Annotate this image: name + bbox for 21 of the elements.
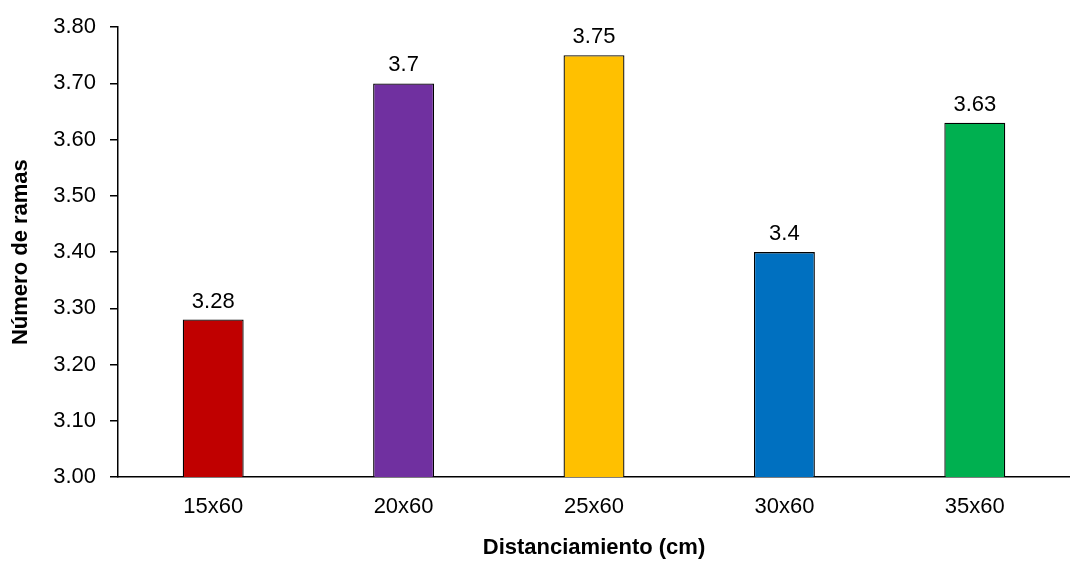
x-tick-label: 25x60 xyxy=(564,493,624,519)
data-label: 3.4 xyxy=(769,220,800,246)
y-tick-label: 3.40 xyxy=(53,238,96,264)
y-tick-label: 3.80 xyxy=(53,13,96,39)
data-label: 3.63 xyxy=(953,90,997,116)
y-tick-label: 3.20 xyxy=(53,350,96,376)
x-axis-title: Distanciamiento (cm) xyxy=(482,533,706,559)
data-label: 3.28 xyxy=(191,287,235,313)
y-tick-label: 3.00 xyxy=(53,463,96,489)
x-tick-label: 35x60 xyxy=(944,493,1005,519)
y-tick-label: 3.50 xyxy=(53,181,96,207)
x-tick-label: 30x60 xyxy=(754,493,815,519)
y-tick-label: 3.10 xyxy=(53,406,96,432)
data-label: 3.75 xyxy=(572,23,616,49)
y-axis-title: Número de ramas xyxy=(7,159,33,346)
y-tick-label: 3.30 xyxy=(53,294,96,320)
y-tick-label: 3.60 xyxy=(53,125,96,151)
x-tick-label: 15x60 xyxy=(183,493,244,519)
data-label: 3.7 xyxy=(388,51,419,77)
x-tick-label: 20x60 xyxy=(373,493,434,519)
y-tick-label: 3.70 xyxy=(53,69,96,95)
